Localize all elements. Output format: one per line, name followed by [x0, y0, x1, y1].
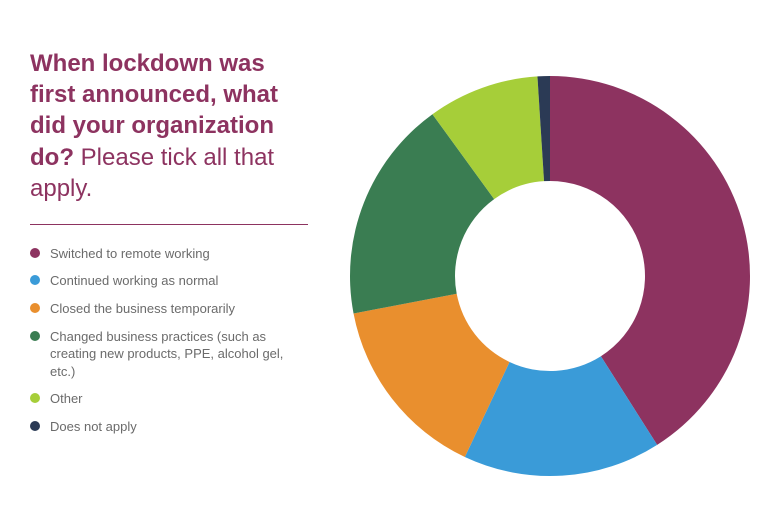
left-panel: When lockdown was first announced, what … [0, 0, 320, 531]
legend-bullet-icon [30, 303, 40, 313]
legend-label: Switched to remote working [50, 245, 210, 263]
legend: Switched to remote working Continued work… [30, 245, 300, 435]
legend-item: Closed the business temporarily [30, 300, 300, 318]
legend-label: Closed the business temporarily [50, 300, 235, 318]
legend-item: Does not apply [30, 418, 300, 436]
legend-label: Other [50, 390, 83, 408]
chart-title: When lockdown was first announced, what … [30, 48, 300, 204]
legend-bullet-icon [30, 421, 40, 431]
legend-item: Switched to remote working [30, 245, 300, 263]
legend-item: Other [30, 390, 300, 408]
legend-item: Continued working as normal [30, 272, 300, 290]
container: When lockdown was first announced, what … [0, 0, 768, 531]
legend-label: Continued working as normal [50, 272, 218, 290]
legend-bullet-icon [30, 248, 40, 258]
legend-item: Changed business practices (such as crea… [30, 328, 300, 381]
legend-bullet-icon [30, 393, 40, 403]
legend-bullet-icon [30, 331, 40, 341]
chart-area [320, 0, 768, 531]
legend-label: Does not apply [50, 418, 137, 436]
legend-label: Changed business practices (such as crea… [50, 328, 300, 381]
donut-chart [320, 6, 768, 526]
divider [30, 224, 308, 225]
legend-bullet-icon [30, 275, 40, 285]
